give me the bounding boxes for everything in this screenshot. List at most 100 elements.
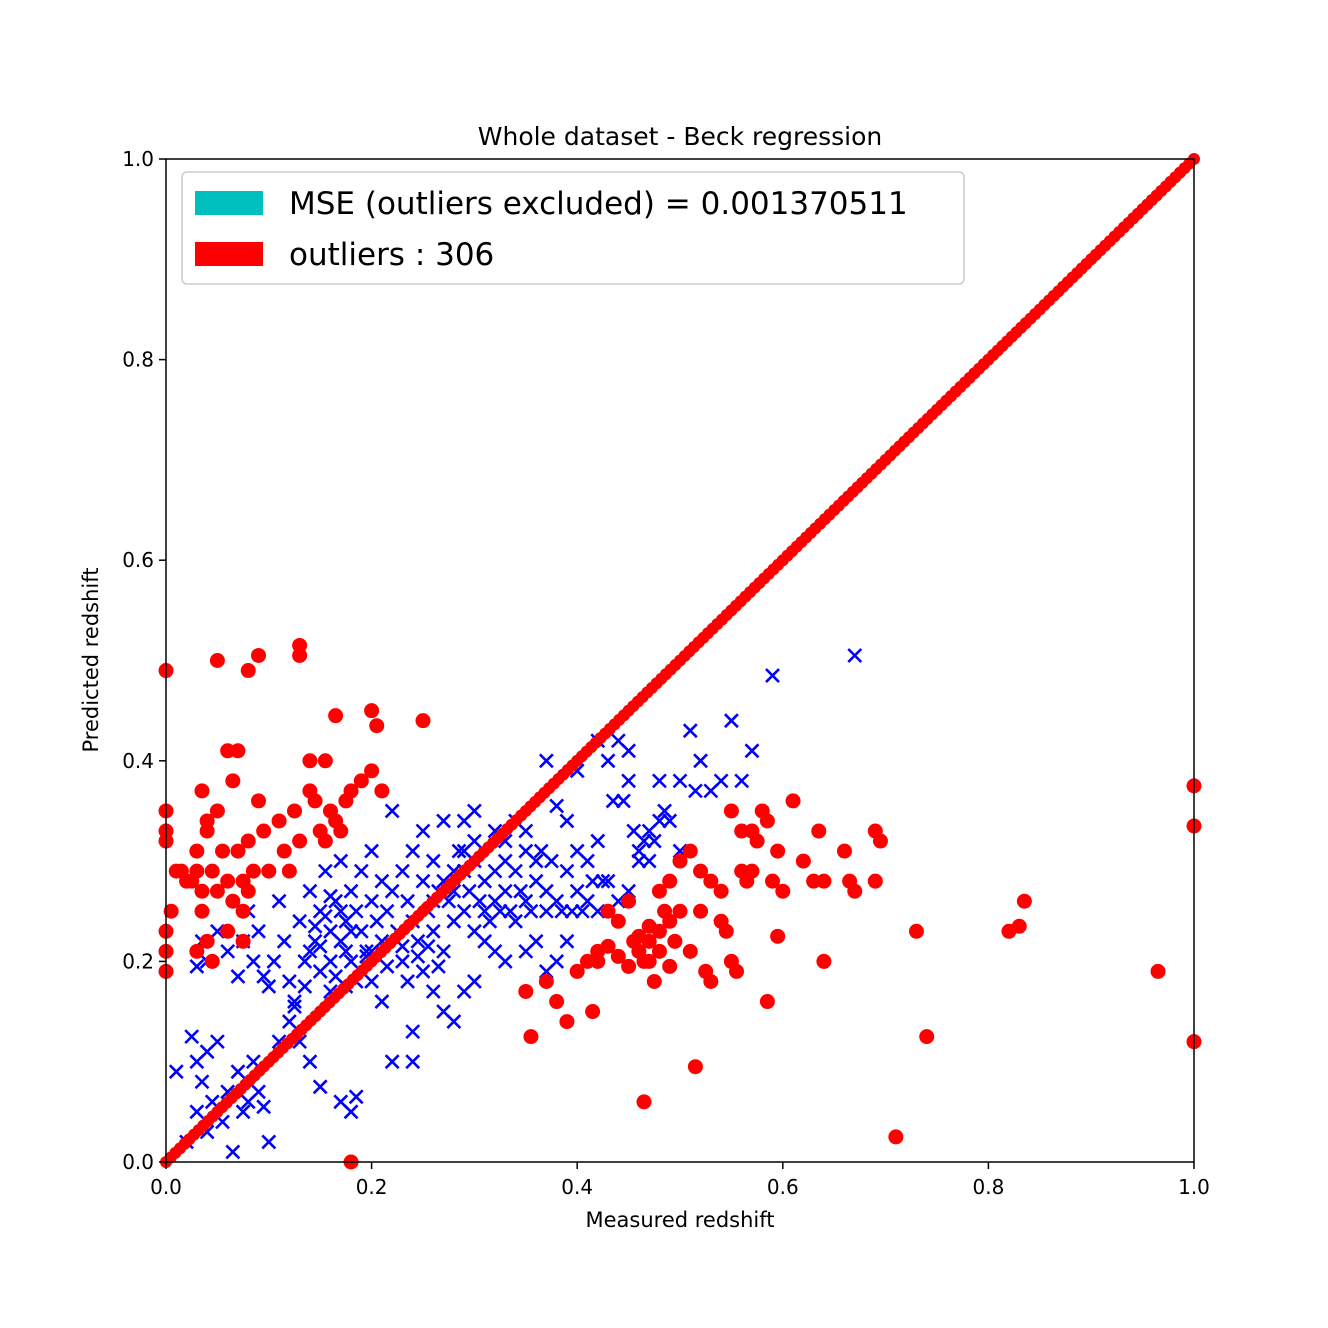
inlier-point (364, 843, 380, 859)
inlier-point (472, 893, 487, 909)
outlier-point (765, 873, 781, 889)
outlier-point (523, 1029, 539, 1045)
outlier-point (729, 963, 745, 979)
y-tick-label: 0.8 (122, 348, 154, 372)
outlier-point (682, 943, 698, 959)
inlier-point (297, 953, 313, 969)
inlier-point (348, 1089, 364, 1105)
outlier-point (723, 803, 739, 819)
outlier-point (1016, 893, 1032, 909)
outlier-point (292, 833, 308, 849)
inlier-point (302, 883, 318, 899)
outlier-point (806, 873, 822, 889)
outlier-point (775, 883, 791, 899)
inlier-point (220, 943, 236, 959)
outlier-point (317, 833, 333, 849)
outlier-point (759, 813, 775, 829)
inlier-point (744, 743, 760, 759)
outlier-point (811, 823, 827, 839)
inlier-point (251, 1084, 266, 1100)
inlier-point (302, 943, 318, 959)
inlier-point (847, 648, 863, 663)
inlier-point (353, 863, 369, 879)
inlier-point (287, 994, 302, 1009)
inlier-point (600, 873, 616, 889)
outlier-point (734, 823, 750, 839)
inlier-point (338, 943, 354, 959)
inlier-point (317, 863, 333, 879)
inlier-point (621, 773, 637, 789)
inlier-point (297, 979, 313, 994)
inlier-point (261, 979, 277, 994)
outlier-point (872, 833, 888, 849)
inlier-point (400, 974, 415, 989)
outlier-point (687, 1059, 703, 1075)
inlier-point (251, 923, 266, 939)
inlier-point (384, 883, 400, 899)
outlier-point (287, 803, 302, 819)
outlier-point (693, 863, 709, 879)
outlier-point (867, 873, 883, 889)
outlier-point (230, 843, 246, 859)
outlier-point (836, 843, 852, 859)
inlier-point (266, 953, 282, 969)
outlier-point (245, 863, 261, 879)
legend-box (181, 171, 965, 285)
inlier-point (379, 903, 395, 919)
outlier-point (672, 903, 688, 919)
outlier-point (600, 938, 616, 954)
outlier-point (240, 663, 256, 679)
outlier-point (785, 793, 801, 809)
inlier-point (379, 958, 395, 974)
inlier-point (384, 1054, 400, 1070)
inlier-point (235, 1104, 251, 1120)
outlier-point (333, 823, 349, 839)
outlier-point (353, 773, 369, 789)
inlier-point (323, 953, 338, 969)
outlier-point (194, 903, 210, 919)
outlier-point (251, 793, 267, 809)
inlier-point (621, 743, 637, 759)
x-tick-label: 0.4 (561, 1175, 593, 1199)
inlier-point (189, 1104, 205, 1120)
outlier-point (302, 753, 318, 769)
legend-swatch-mse (195, 191, 263, 215)
inlier-point (508, 863, 523, 879)
outlier-point (189, 943, 205, 959)
outlier-point (220, 743, 236, 759)
inlier-point (466, 833, 482, 849)
inlier-point (497, 883, 513, 899)
outlier-point (569, 963, 585, 979)
inlier-point (364, 893, 380, 909)
inlier-point (405, 843, 421, 859)
outlier-point (240, 883, 256, 899)
plot-area (158, 153, 1202, 1170)
outlier-point (585, 1004, 601, 1020)
inlier-point (734, 773, 750, 789)
inlier-point (292, 913, 308, 929)
inlier-point (559, 813, 575, 829)
legend-label-mse: MSE (outliers excluded) = 0.001370511 (289, 186, 908, 222)
inlier-point (256, 969, 272, 984)
inlier-point (168, 1064, 184, 1080)
legend-label-outliers: outliers : 306 (289, 237, 494, 273)
inlier-point (688, 783, 703, 799)
outlier-point (667, 933, 683, 949)
outlier-point (600, 903, 616, 919)
inlier-point (405, 1024, 421, 1040)
outlier-point (662, 913, 678, 929)
outlier-point (256, 823, 272, 839)
outlier-point (199, 933, 215, 949)
inlier-point (436, 813, 451, 829)
outlier-point (1150, 963, 1166, 979)
inlier-point (574, 903, 590, 919)
inlier-point (348, 903, 364, 919)
y-axis-ticks: 0.0 0.2 0.4 0.6 0.8 1.0 (122, 147, 166, 1174)
inlier-point (518, 823, 534, 839)
inlier-point (189, 958, 205, 974)
inlier-point (395, 863, 410, 879)
x-tick-label: 0.6 (767, 1175, 799, 1199)
inlier-point (466, 974, 482, 989)
inlier-point (523, 903, 539, 919)
outlier-point (276, 843, 292, 859)
